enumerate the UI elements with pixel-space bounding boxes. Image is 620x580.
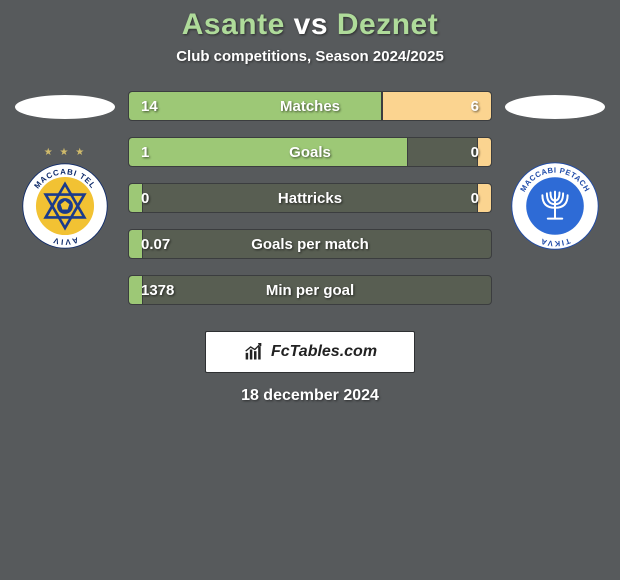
bar-right-value: 0	[471, 184, 479, 212]
page-title: Asante vs Deznet	[0, 8, 620, 42]
bar-row: 1378Min per goal	[128, 275, 492, 305]
page-wrap: Asante vs Deznet Club competitions, Seas…	[0, 0, 620, 405]
left-club-crest-icon: MACCABI TEL AVIV	[20, 161, 110, 251]
subtitle: Club competitions, Season 2024/2025	[0, 48, 620, 65]
fctables-brand-text: FcTables.com	[271, 343, 377, 361]
left-shadow-ellipse	[15, 95, 115, 119]
bar-label: Goals per match	[129, 230, 491, 258]
right-crest-column: MACCABI PETACH TIKVA	[496, 91, 614, 251]
right-club-crest-icon: MACCABI PETACH TIKVA	[510, 161, 600, 251]
bar-label: Goals	[129, 138, 491, 166]
player2-name: Deznet	[337, 8, 438, 41]
player1-name: Asante	[182, 8, 285, 41]
content-row: ★ ★ ★ MACCABI TEL AVIV	[0, 91, 620, 321]
comparison-bars: 14Matches61Goals00Hattricks00.07Goals pe…	[124, 91, 496, 321]
bar-row: 0.07Goals per match	[128, 229, 492, 259]
bar-row: 0Hattricks0	[128, 183, 492, 213]
bar-row: 1Goals0	[128, 137, 492, 167]
vs-separator: vs	[294, 8, 328, 41]
chart-icon	[243, 342, 265, 362]
right-shadow-ellipse	[505, 95, 605, 119]
footer-date: 18 december 2024	[0, 387, 620, 405]
bar-label: Hattricks	[129, 184, 491, 212]
bar-right-value: 0	[471, 138, 479, 166]
bar-label: Min per goal	[129, 276, 491, 304]
right-crest-wrap: MACCABI PETACH TIKVA	[510, 161, 600, 251]
bar-label: Matches	[129, 92, 491, 120]
stars-icon: ★ ★ ★	[20, 147, 110, 158]
bar-right-value: 6	[471, 92, 479, 120]
left-crest-wrap: ★ ★ ★ MACCABI TEL AVIV	[20, 161, 110, 251]
fctables-logo-box[interactable]: FcTables.com	[205, 331, 415, 373]
left-crest-column: ★ ★ ★ MACCABI TEL AVIV	[6, 91, 124, 251]
bar-row: 14Matches6	[128, 91, 492, 121]
